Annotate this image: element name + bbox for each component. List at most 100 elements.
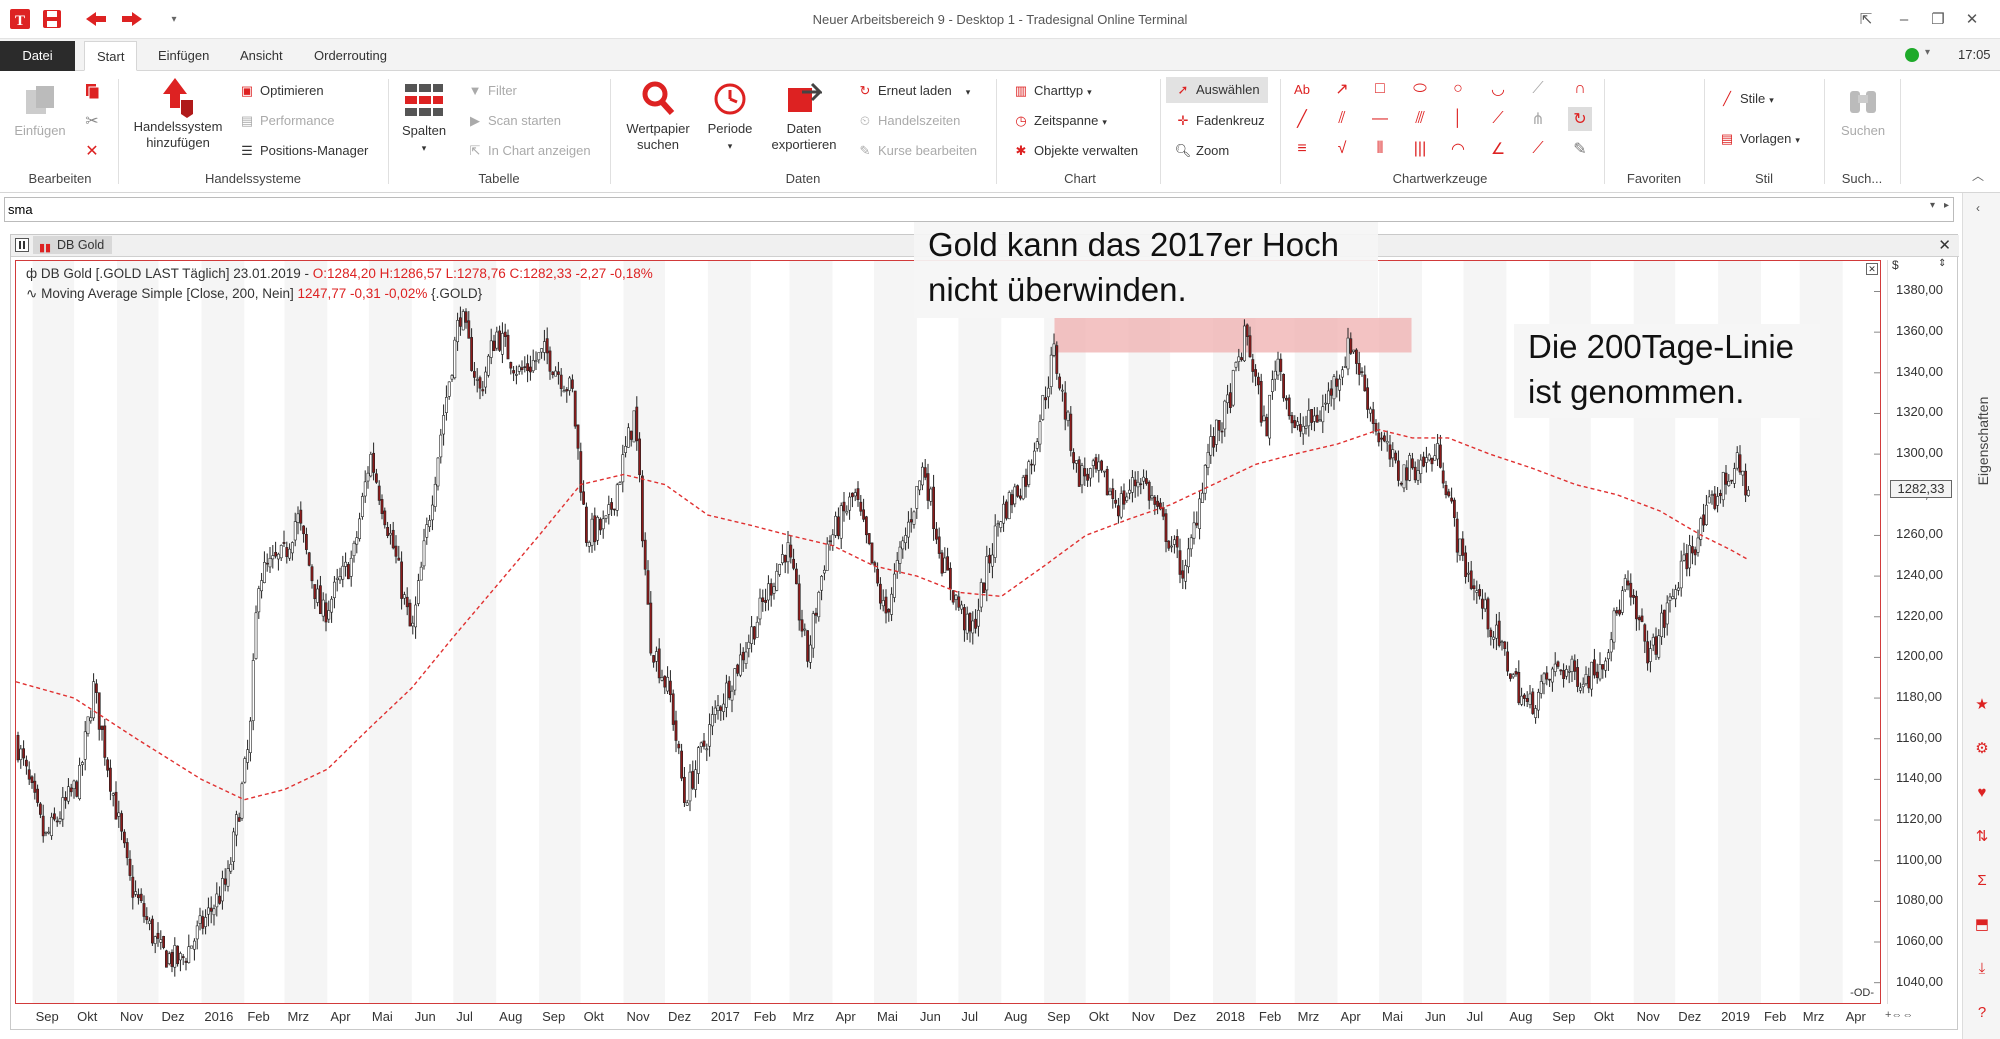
close-pane-icon[interactable]: ✕: [1866, 263, 1878, 275]
back-arrow-icon[interactable]: [84, 7, 108, 31]
candle: [377, 485, 381, 501]
cut-icon[interactable]: ✂: [85, 113, 99, 130]
handelszeiten-button[interactable]: ⏲ Handelszeiten: [856, 111, 960, 131]
rectangle-tool-icon[interactable]: □: [1375, 80, 1385, 97]
help-icon[interactable]: ?: [1977, 1003, 1987, 1021]
customize-quick-access-icon[interactable]: ▾: [171, 13, 177, 25]
status-dropdown-icon[interactable]: ▾: [1925, 47, 1931, 58]
objekte-verwalten-button[interactable]: ✱ Objekte verwalten: [1012, 141, 1139, 161]
favorite-star-icon[interactable]: ★: [1975, 696, 1989, 713]
in-chart-anzeigen-button[interactable]: ⇱ In Chart anzeigen: [466, 141, 591, 161]
positions-manager-button[interactable]: ☰ Positions-Manager: [238, 141, 368, 161]
delete-icon[interactable]: ✕: [85, 143, 99, 160]
dropdown-icon[interactable]: ▾: [1929, 200, 1935, 211]
collapse-panel-icon[interactable]: ‹: [1976, 201, 1980, 215]
sort-arrows-icon[interactable]: ⇅: [1975, 828, 1989, 845]
pitchfork-tool-icon[interactable]: ⋔: [1531, 111, 1545, 128]
cycle-lines-icon[interactable]: |||: [1413, 140, 1427, 157]
periode-button[interactable]: Periode ▾: [700, 79, 760, 154]
parallel-lines-icon[interactable]: ⫽: [1338, 110, 1346, 127]
horizontal-lines-icon[interactable]: ≡: [1297, 140, 1307, 157]
candle: [1469, 570, 1473, 589]
download-icon[interactable]: ⤓: [1978, 959, 1986, 977]
tab-einfuegen[interactable]: Einfügen: [158, 48, 210, 63]
candle: [439, 434, 443, 458]
candle: [887, 608, 891, 613]
optimieren-button[interactable]: ▣ Optimieren: [238, 81, 324, 101]
month-stripe: [368, 261, 412, 1003]
vertical-line-icon[interactable]: │: [1453, 110, 1463, 127]
zoom-button[interactable]: 🔍︎ Zoom: [1174, 141, 1230, 161]
forward-arrow-icon[interactable]: [120, 7, 144, 31]
fib-tool-icon[interactable]: ⟋: [1532, 80, 1544, 97]
filter-button[interactable]: ▼ Filter: [466, 81, 517, 101]
fan-tool-icon[interactable]: ◠: [1451, 141, 1465, 158]
collapse-ribbon-icon[interactable]: ︿: [1972, 169, 1985, 183]
sqrt-tool-icon[interactable]: √: [1337, 140, 1347, 157]
x-tick-label: Aug: [1004, 1009, 1028, 1024]
vorlagen-button[interactable]: ▤ Vorlagen ▾: [1718, 129, 1800, 149]
eigenschaften-tab[interactable]: Eigenschaften: [1963, 393, 2000, 493]
axis-scroll-icon[interactable]: ⇕: [1938, 258, 1947, 269]
erase-tools-icon[interactable]: ✎: [1573, 141, 1587, 158]
circle-tool-icon[interactable]: ○: [1453, 80, 1463, 97]
channel-tool-icon[interactable]: ⫻: [1415, 110, 1425, 127]
arc-tool-icon[interactable]: ◡: [1491, 81, 1505, 98]
einfuegen-button[interactable]: Einfügen: [10, 81, 70, 139]
command-input[interactable]: [8, 200, 1928, 219]
connection-status-icon[interactable]: [1905, 48, 1919, 62]
suchen-button[interactable]: Suchen: [1830, 81, 1896, 139]
copy-icon[interactable]: [80, 79, 104, 103]
tab-ansicht[interactable]: Ansicht: [240, 48, 283, 63]
restore-layout-icon[interactable]: ⇱: [1859, 11, 1873, 28]
zeitspanne-button[interactable]: ◷ Zeitspanne ▾: [1012, 111, 1107, 131]
scan-starten-button[interactable]: ▶ Scan starten: [466, 111, 561, 131]
price-chart[interactable]: ф DB Gold [.GOLD LAST Täglich] 23.01.201…: [15, 260, 1881, 1004]
close-button[interactable]: ✕: [1965, 11, 1979, 28]
export-list-icon[interactable]: ⬒: [1974, 916, 1990, 933]
maximize-button[interactable]: ❐: [1931, 11, 1945, 28]
candle: [780, 554, 784, 564]
x-axis[interactable]: Sep Okt Nov Dez 2016 Feb Mrz Apr Mai Jun Jul Aug Sep…: [15, 1005, 1881, 1029]
angle-tool-icon[interactable]: ∠: [1490, 141, 1506, 158]
magnet-icon[interactable]: ∩: [1574, 80, 1586, 97]
performance-button[interactable]: ▤ Performance: [238, 111, 335, 131]
candle: [1355, 349, 1358, 364]
scroll-arrows-icon[interactable]: +⇔⇔: [1885, 1009, 1914, 1021]
pause-icon[interactable]: [15, 238, 29, 252]
candle: [601, 518, 605, 530]
tab-datei[interactable]: Datei: [0, 41, 75, 71]
tab-start[interactable]: Start: [84, 41, 138, 71]
ray-tool-icon[interactable]: ⟋: [1492, 110, 1504, 127]
stile-button[interactable]: ╱ Stile ▾: [1718, 89, 1774, 109]
snap-icon[interactable]: ↻: [1568, 107, 1592, 131]
sigma-icon[interactable]: Σ: [1977, 871, 1987, 889]
tab-db-gold[interactable]: ▮▮ DB Gold: [33, 236, 113, 254]
charttyp-button[interactable]: ▥ Charttyp ▾: [1012, 81, 1092, 101]
arrow-tool-icon[interactable]: ↗: [1335, 81, 1349, 98]
erneut-laden-button[interactable]: ↻ Erneut laden ▾: [856, 81, 971, 101]
options-icon[interactable]: ▸: [1943, 200, 1949, 211]
spalten-button[interactable]: Spalten ▾: [394, 81, 454, 156]
ellipse-tool-icon[interactable]: ⬭: [1413, 80, 1427, 97]
fadenkreuz-button[interactable]: ✛ Fadenkreuz: [1174, 111, 1265, 131]
tab-orderrouting[interactable]: Orderrouting: [314, 48, 387, 63]
horizontal-line-icon[interactable]: —: [1372, 110, 1388, 127]
text-tool-icon[interactable]: Ab: [1294, 81, 1310, 97]
handelssystem-hinzufuegen-button[interactable]: Handelssystem hinzufügen: [128, 77, 228, 151]
auswaehlen-button[interactable]: ➚ Auswählen: [1166, 77, 1268, 103]
speed-lines-icon[interactable]: ⟋: [1532, 140, 1544, 157]
chart-settings-icon[interactable]: -OD-: [1850, 987, 1874, 999]
settings-gear-icon[interactable]: ⚙: [1975, 740, 1989, 757]
trendline-tool-icon[interactable]: ╱: [1297, 111, 1307, 128]
wertpapier-suchen-button[interactable]: Wertpapier suchen: [618, 79, 698, 153]
y-axis[interactable]: $ ⇕ 1040,00 1060,00 1080,00 1100,00 1120,00 1…: [1887, 258, 1955, 1004]
vertical-lines-icon[interactable]: ⦀: [1376, 140, 1384, 157]
heart-monitor-icon[interactable]: ♥: [1977, 783, 1987, 801]
kurse-bearbeiten-button[interactable]: ✎ Kurse bearbeiten: [856, 141, 977, 161]
candle: [1178, 550, 1182, 575]
minimize-button[interactable]: –: [1899, 10, 1909, 28]
save-icon[interactable]: [40, 7, 64, 31]
daten-exportieren-button[interactable]: Daten exportieren: [764, 79, 844, 153]
close-chart-icon[interactable]: ✕: [1938, 237, 1951, 254]
